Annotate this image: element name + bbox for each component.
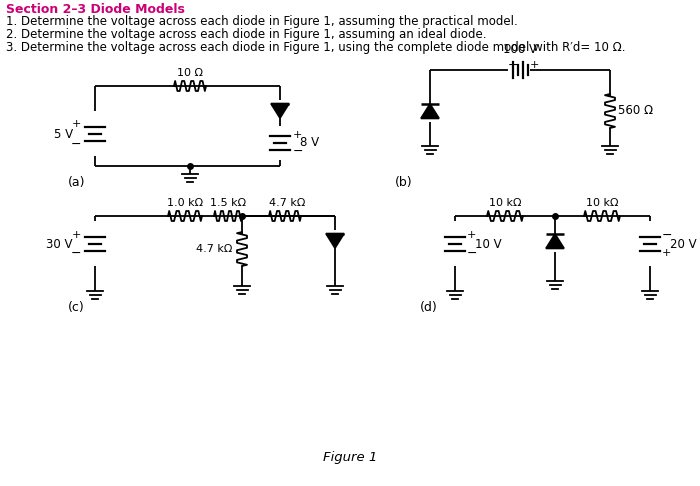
Text: 10 V: 10 V <box>475 238 502 250</box>
Text: −: − <box>71 138 81 151</box>
Text: −: − <box>71 246 81 260</box>
Text: 10 kΩ: 10 kΩ <box>586 198 618 208</box>
Text: 2. Determine the voltage across each diode in Figure 1, assuming an ideal diode.: 2. Determine the voltage across each dio… <box>6 28 486 41</box>
Text: (b): (b) <box>395 176 412 189</box>
Text: +: + <box>530 60 540 70</box>
Text: (a): (a) <box>68 176 85 189</box>
Polygon shape <box>326 234 344 248</box>
Text: 1. Determine the voltage across each diode in Figure 1, assuming the practical m: 1. Determine the voltage across each dio… <box>6 15 518 28</box>
Text: −: − <box>662 228 673 242</box>
Text: 8 V: 8 V <box>300 137 319 150</box>
Text: 10 Ω: 10 Ω <box>177 68 203 78</box>
Text: 4.7 kΩ: 4.7 kΩ <box>195 244 232 254</box>
Text: −: − <box>293 144 304 157</box>
Text: +: + <box>71 119 81 129</box>
Text: 560 Ω: 560 Ω <box>618 104 653 118</box>
Text: 10 kΩ: 10 kΩ <box>489 198 522 208</box>
Text: −: − <box>508 58 519 71</box>
Text: −: − <box>467 246 477 260</box>
Text: (c): (c) <box>68 301 85 314</box>
Text: 5 V: 5 V <box>54 127 73 140</box>
Text: 1.0 kΩ: 1.0 kΩ <box>167 198 203 208</box>
Polygon shape <box>271 104 289 118</box>
Text: 20 V: 20 V <box>670 238 696 250</box>
Text: Figure 1: Figure 1 <box>323 451 377 464</box>
Text: 4.7 kΩ: 4.7 kΩ <box>269 198 305 208</box>
Text: Section 2–3 Diode Models: Section 2–3 Diode Models <box>6 3 185 16</box>
Polygon shape <box>546 234 564 248</box>
Text: (d): (d) <box>420 301 438 314</box>
Text: 30 V: 30 V <box>46 238 73 250</box>
Text: +: + <box>293 130 302 140</box>
Text: 1.5 kΩ: 1.5 kΩ <box>210 198 246 208</box>
Text: 3. Determine the voltage across each diode in Figure 1, using the complete diode: 3. Determine the voltage across each dio… <box>6 41 626 54</box>
Text: +: + <box>467 230 477 240</box>
Text: 100 V: 100 V <box>503 43 537 56</box>
Text: +: + <box>662 248 671 258</box>
Text: +: + <box>71 230 81 240</box>
Polygon shape <box>421 104 439 119</box>
